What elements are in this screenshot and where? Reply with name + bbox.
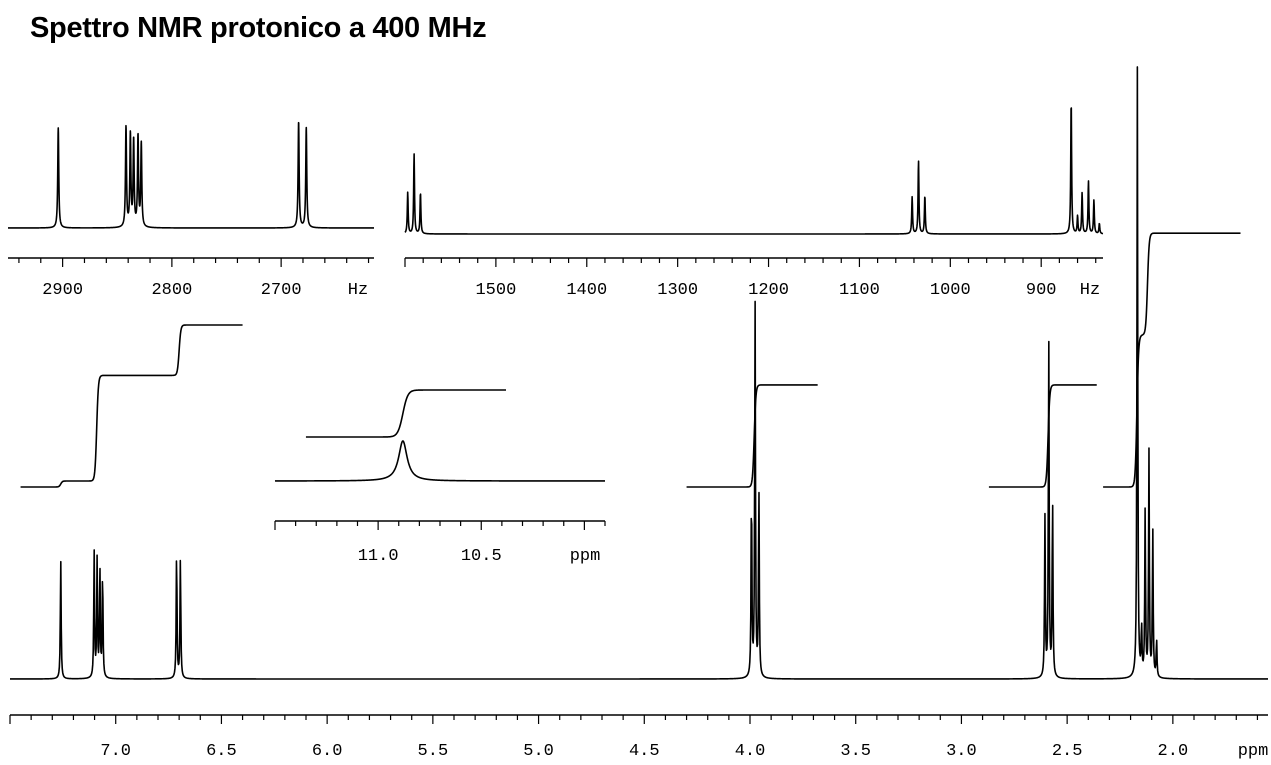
inset-hz-right-tick-label: 900 bbox=[1026, 281, 1057, 300]
main-unit-label: ppm bbox=[1238, 742, 1269, 761]
inset-ppm-tick-label: 10.5 bbox=[461, 547, 502, 566]
chart-title: Spettro NMR protonico a 400 MHz bbox=[30, 12, 487, 44]
integral-inset-10.88 bbox=[305, 389, 506, 438]
main-tick-label: 6.5 bbox=[206, 742, 237, 761]
inset-ppm-unit-label: ppm bbox=[570, 547, 601, 566]
inset-hz-right-tick-label: 1400 bbox=[566, 281, 607, 300]
main-tick-label: 2.5 bbox=[1052, 742, 1083, 761]
main-tick-label: 3.0 bbox=[946, 742, 977, 761]
inset-hz-right-unit-label: Hz bbox=[1080, 281, 1100, 300]
inset-hz-right-tick-label: 1300 bbox=[657, 281, 698, 300]
integral-2.1 bbox=[1103, 232, 1241, 488]
main-tick-label: 5.5 bbox=[418, 742, 449, 761]
integral-3.98 bbox=[686, 384, 818, 488]
main-tick-label: 4.5 bbox=[629, 742, 660, 761]
integral-2.59 bbox=[988, 384, 1097, 488]
main-tick-label: 3.5 bbox=[840, 742, 871, 761]
inset-hz-right-tick-label: 1200 bbox=[748, 281, 789, 300]
inset-hz-right-spectrum-trace bbox=[404, 107, 1104, 235]
main-tick-label: 4.0 bbox=[735, 742, 766, 761]
inset-hz-left-tick-label: 2900 bbox=[42, 281, 83, 300]
inset-hz-left-tick-label: 2800 bbox=[151, 281, 192, 300]
main-tick-label: 2.0 bbox=[1158, 742, 1189, 761]
inset-ppm-spectrum-trace bbox=[274, 440, 606, 482]
inset-hz-left-spectrum-trace bbox=[7, 121, 375, 229]
integral-aromatic bbox=[20, 324, 243, 488]
inset-hz-right-tick-label: 1100 bbox=[839, 281, 880, 300]
inset-hz-left-unit-label: Hz bbox=[348, 281, 368, 300]
main-tick-label: 6.0 bbox=[312, 742, 343, 761]
inset-hz-right-tick-label: 1000 bbox=[930, 281, 971, 300]
inset-ppm-tick-label: 11.0 bbox=[358, 547, 399, 566]
inset-hz-right-tick-label: 1500 bbox=[475, 281, 516, 300]
main-spectrum-trace bbox=[9, 66, 1269, 680]
inset-hz-left-tick-label: 2700 bbox=[261, 281, 302, 300]
main-tick-label: 7.0 bbox=[100, 742, 131, 761]
main-tick-label: 5.0 bbox=[523, 742, 554, 761]
